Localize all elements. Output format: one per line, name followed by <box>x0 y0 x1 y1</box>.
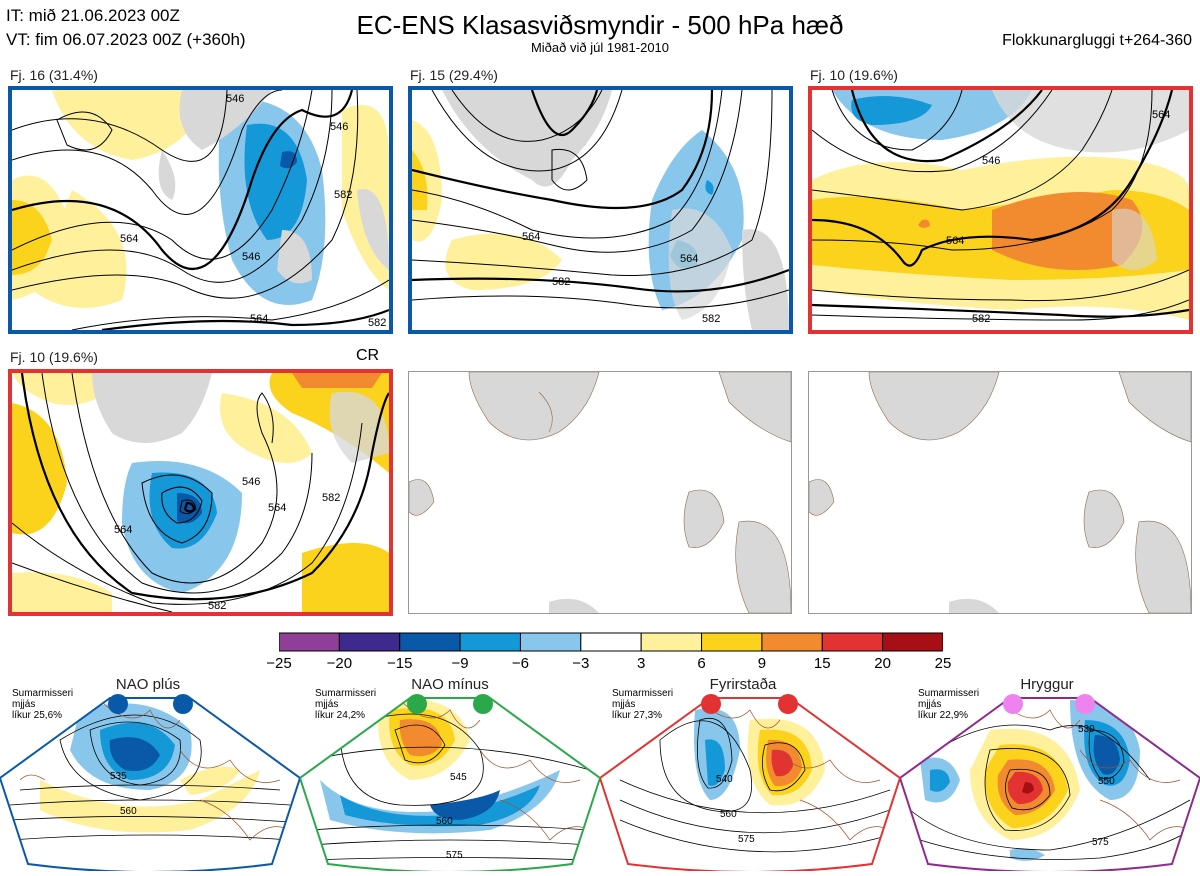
colorbar-tick-label: 25 <box>934 655 952 672</box>
contour-label: 575 <box>446 850 463 861</box>
regime-2-meta: Sumarmisseri mjjás líkur 24,2% <box>315 688 377 721</box>
cluster-2-map: 564 582 564 582 <box>408 86 793 334</box>
colorbar-swatch <box>882 632 944 652</box>
regime-1-meta: Sumarmisseri mjjás líkur 25,6% <box>12 688 74 721</box>
colorbar-swatch <box>278 632 340 652</box>
contour-label: 546 <box>242 476 260 488</box>
climatology-subtitle: Miðað við júl 1981-2010 <box>530 40 670 55</box>
contour-label: 564 <box>680 253 698 265</box>
regime-1-map: 535 560 <box>0 690 302 873</box>
colorbar-tick-label: −9 <box>451 655 469 672</box>
clustering-window: Flokkunargluggi t+264-360 <box>1002 32 1192 49</box>
contour-label: 575 <box>738 834 755 845</box>
regime-3-meta: Sumarmisseri mjjás líkur 27,3% <box>612 688 674 721</box>
page-title: EC-ENS Klasasviðsmyndir - 500 hPa hæð <box>356 10 844 40</box>
colorbar-swatch <box>821 632 884 652</box>
colorbar-tick-label: −25 <box>266 655 292 672</box>
regime-3-title: Fyrirstaða <box>709 676 777 693</box>
colorbar-swatch <box>701 632 763 652</box>
colorbar-swatch <box>761 632 823 652</box>
colorbar-swatch <box>519 632 582 652</box>
contour-label: 582 <box>972 313 990 325</box>
contour-label: 546 <box>242 251 260 263</box>
contour-label: 546 <box>330 121 348 133</box>
contour-label: 582 <box>368 317 386 329</box>
contour-label: 564 <box>268 502 286 514</box>
cluster-2-label: Fj. 15 (29.4%) <box>410 67 498 83</box>
contour-label: 545 <box>450 772 467 783</box>
cluster-4-map: 546 564 582 564 582 <box>8 369 393 616</box>
contour-label: 560 <box>120 806 137 817</box>
contour-label: 582 <box>334 189 352 201</box>
contour-label: 546 <box>226 93 244 105</box>
climatological-regime-tag: CR <box>356 347 380 364</box>
contour-label: 560 <box>436 816 453 827</box>
cluster-4-label: Fj. 10 (19.6%) <box>10 349 98 365</box>
cluster-3-map: 546 564 582 564 <box>808 86 1193 334</box>
cluster-3-label: Fj. 10 (19.6%) <box>810 67 898 83</box>
colorbar-tick-label: 20 <box>874 655 891 672</box>
regime-2-map: 545 560 575 <box>298 690 602 873</box>
regime-2-title: NAO mínus <box>411 676 489 693</box>
contour-label: 564 <box>1152 109 1170 121</box>
regime-4-title: Hryggur <box>1020 676 1074 693</box>
cluster-1-map: 564 564 546 546 546 582 582 <box>8 86 393 334</box>
contour-label: 560 <box>720 809 737 820</box>
empty-map-1 <box>408 371 792 614</box>
colorbar-tick-label: −20 <box>326 655 353 672</box>
contour-label: 550 <box>1098 776 1115 787</box>
colorbar-swatch <box>640 632 703 652</box>
regime-3-map: 540 560 575 <box>598 690 902 873</box>
contour-label: 575 <box>1092 837 1109 848</box>
contour-label: 582 <box>702 313 720 325</box>
contour-label: 582 <box>208 600 226 612</box>
contour-label: 564 <box>522 231 540 243</box>
colorbar-tick-label: −6 <box>511 655 530 672</box>
colorbar-tick-label: −15 <box>386 655 413 672</box>
valid-time: VT: fim 06.07.2023 00Z (+360h) <box>6 30 246 49</box>
colorbar-swatch <box>580 632 642 652</box>
colorbar-tick-label: 3 <box>637 655 646 672</box>
colorbar-tick-label: 15 <box>813 655 831 672</box>
regime-4-map: 530 550 575 <box>898 690 1200 873</box>
regime-4-meta: Sumarmisseri mjjás líkur 22,9% <box>918 688 980 721</box>
contour-label: 564 <box>120 233 138 245</box>
anomaly-colorbar <box>278 632 944 652</box>
contour-label: 546 <box>982 155 1000 167</box>
contour-label: 582 <box>552 276 570 288</box>
colorbar-svg <box>278 632 944 652</box>
contour-label: 564 <box>114 524 132 536</box>
contour-label: 582 <box>322 492 340 504</box>
colorbar-tick-label: 9 <box>757 655 767 672</box>
empty-map-2 <box>808 371 1192 614</box>
colorbar-tick-label: 6 <box>697 655 706 672</box>
colorbar-swatch <box>399 632 461 652</box>
colorbar-swatch <box>338 632 401 652</box>
contour-label: 535 <box>110 771 127 782</box>
init-time: IT: mið 21.06.2023 00Z <box>6 6 180 25</box>
colorbar-tick-label: −3 <box>572 655 590 672</box>
contour-label: 564 <box>946 235 964 247</box>
contour-label: 530 <box>1078 724 1095 735</box>
regime-1-title: NAO plús <box>115 676 181 693</box>
contour-label: 540 <box>716 774 733 785</box>
contour-label: 564 <box>250 313 268 325</box>
cluster-1-label: Fj. 16 (31.4%) <box>10 67 98 83</box>
colorbar-swatch <box>459 632 521 652</box>
